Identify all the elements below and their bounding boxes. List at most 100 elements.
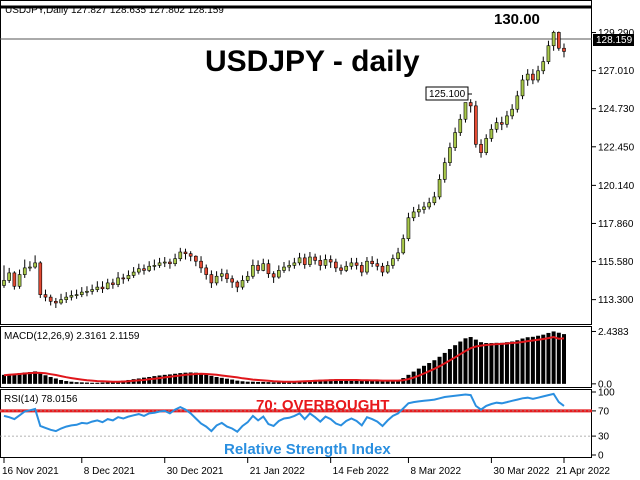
candle-body bbox=[479, 143, 483, 153]
candle-body bbox=[494, 122, 499, 130]
macd-bar bbox=[354, 379, 359, 384]
macd-bar bbox=[17, 373, 22, 384]
macd-bar bbox=[525, 337, 530, 384]
macd-bar bbox=[157, 375, 162, 384]
candle-body bbox=[121, 277, 126, 280]
candle-body bbox=[33, 262, 37, 268]
macd-bar bbox=[167, 374, 172, 384]
macd-bar bbox=[266, 382, 271, 384]
macd-bar bbox=[307, 380, 312, 384]
candle-body bbox=[22, 267, 27, 275]
macd-bar bbox=[468, 337, 473, 384]
macd-bar bbox=[390, 380, 395, 384]
candle-body bbox=[131, 271, 136, 276]
candle-body bbox=[442, 162, 447, 180]
macd-bar bbox=[84, 382, 89, 384]
candle-body bbox=[199, 260, 203, 269]
candle-body bbox=[162, 261, 167, 264]
macd-bar bbox=[453, 345, 458, 384]
candle-body bbox=[266, 263, 271, 275]
candle-body bbox=[406, 217, 411, 239]
rsi-tick-label: 30 bbox=[598, 432, 610, 443]
candle-body bbox=[531, 73, 535, 81]
candle-body bbox=[380, 265, 385, 273]
candle-body bbox=[95, 286, 100, 290]
macd-bar bbox=[551, 331, 556, 384]
macd-bar bbox=[43, 375, 48, 384]
macd-bar bbox=[536, 335, 541, 384]
candle-body bbox=[432, 196, 437, 204]
macd-bar bbox=[152, 376, 157, 384]
macd-bar bbox=[178, 373, 183, 384]
candle-body bbox=[349, 262, 354, 267]
candle-body bbox=[183, 251, 188, 254]
macd-bar bbox=[494, 342, 499, 384]
candle-body bbox=[520, 79, 525, 97]
macd-bar bbox=[245, 381, 250, 384]
macd-bar bbox=[344, 379, 349, 384]
candle-body bbox=[489, 128, 494, 139]
rsi-label: RSI(14) 78.0156 bbox=[4, 394, 78, 405]
low-price-box-label: 125.100 bbox=[429, 89, 466, 100]
macd-bar bbox=[287, 381, 292, 384]
macd-bar bbox=[214, 376, 219, 384]
macd-signal-line bbox=[3, 335, 565, 383]
macd-bar bbox=[147, 376, 152, 384]
macd-bar bbox=[209, 375, 214, 384]
candle-body bbox=[468, 102, 473, 107]
macd-bar bbox=[100, 382, 105, 384]
candle-body bbox=[411, 211, 416, 219]
candle-body bbox=[2, 280, 6, 286]
candle-body bbox=[38, 262, 43, 295]
price-panel-frame bbox=[0, 0, 592, 325]
macd-bar bbox=[349, 379, 354, 384]
candle-body bbox=[54, 300, 58, 304]
candle-body bbox=[437, 179, 442, 198]
rsi-layer bbox=[0, 392, 592, 437]
candle-body bbox=[385, 265, 390, 273]
price-tick-label: 113.300 bbox=[598, 295, 634, 306]
candle-body bbox=[458, 118, 463, 133]
macd-bar bbox=[12, 373, 17, 384]
time-tick-label: 21 Apr 2022 bbox=[556, 466, 610, 477]
candle-body bbox=[17, 274, 22, 287]
candle-body bbox=[536, 70, 540, 81]
macd-bar bbox=[510, 341, 515, 384]
macd-bar bbox=[370, 380, 375, 384]
macd-bar bbox=[302, 380, 307, 384]
candle-body bbox=[287, 265, 291, 268]
candle-body bbox=[277, 270, 281, 278]
candle-body bbox=[209, 274, 214, 284]
candle-body bbox=[365, 260, 369, 273]
candle-body bbox=[448, 147, 452, 163]
macd-bar bbox=[447, 349, 452, 384]
macd-bar bbox=[375, 380, 380, 384]
time-tick-label: 14 Feb 2022 bbox=[333, 466, 390, 477]
candle-body bbox=[7, 272, 11, 281]
candle-body bbox=[557, 32, 561, 49]
candle-body bbox=[271, 273, 276, 278]
candle-body bbox=[541, 61, 546, 72]
macd-label: MACD(12,26,9) 2.3161 2.1159 bbox=[4, 331, 140, 342]
macd-bar bbox=[313, 379, 318, 384]
macd-bar bbox=[271, 382, 276, 384]
candle-body bbox=[256, 265, 260, 271]
macd-bar bbox=[79, 382, 84, 384]
price-tick-label: 117.860 bbox=[598, 219, 634, 230]
candle-body bbox=[59, 299, 63, 304]
macd-tick-label: 0.0 bbox=[598, 379, 612, 390]
macd-bar bbox=[110, 381, 115, 384]
macd-bar bbox=[64, 381, 69, 384]
candle-body bbox=[240, 280, 245, 288]
candle-body bbox=[178, 251, 183, 260]
rsi-tick-label: 70 bbox=[598, 406, 610, 417]
rsi-axis: 100 70 30 0 bbox=[592, 388, 615, 462]
candle-body bbox=[499, 122, 504, 125]
macd-bar bbox=[292, 381, 297, 384]
macd-bar bbox=[48, 376, 53, 384]
candle-body bbox=[188, 253, 193, 257]
macd-bar bbox=[489, 343, 494, 384]
candle-body bbox=[147, 265, 151, 271]
macd-bar bbox=[2, 374, 6, 384]
macd-bar bbox=[230, 379, 235, 384]
